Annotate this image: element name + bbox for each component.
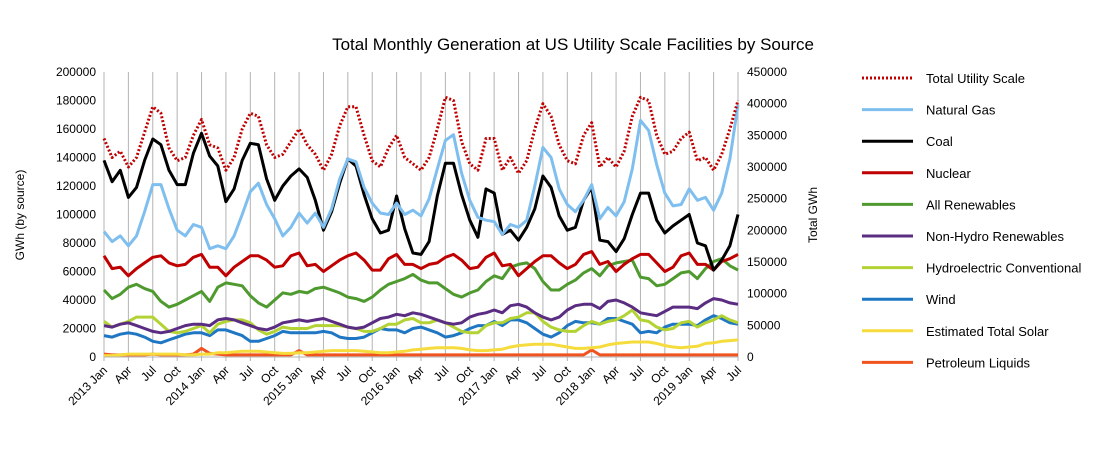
y-tick-label: 100000: [56, 208, 96, 222]
chart-title: Total Monthly Generation at US Utility S…: [332, 35, 814, 54]
y2-tick-label: 50000: [747, 318, 781, 332]
x-tick-label: Jul: [431, 363, 452, 384]
legend-label-estimated-total-solar: Estimated Total Solar: [926, 324, 1049, 339]
y2-tick-label: 400000: [747, 97, 787, 111]
legend: Total Utility Scale Natural Gas Coal Nuclea…: [862, 71, 1081, 370]
y2-tick-label: 200000: [747, 223, 787, 237]
y-tick-label: 80000: [63, 236, 97, 250]
y2-axis-label: Total GWh: [806, 187, 820, 243]
y2-tick-label: 150000: [747, 255, 787, 269]
y-tick-label: 20000: [63, 322, 97, 336]
x-tick-label: Apr: [599, 363, 622, 386]
x-tick-label: Jul: [528, 363, 549, 384]
y-axis-label: GWh (by source): [13, 170, 27, 261]
series-line-hydroelectric-conventional: [103, 308, 739, 336]
y2-tick-label: 100000: [747, 287, 787, 301]
x-tick-label: Apr: [111, 363, 134, 386]
y-tick-label: 120000: [56, 179, 96, 193]
x-tick-label: Jul: [138, 363, 159, 384]
x-tick-label: Apr: [209, 363, 232, 386]
legend-label-petroleum-liquids: Petroleum Liquids: [926, 355, 1031, 370]
series-line-total-utility-scale: [102, 95, 740, 175]
legend-label-coal: Coal: [926, 134, 953, 149]
y-tick-label: 200000: [56, 65, 96, 79]
y2-tick-label: 300000: [747, 160, 787, 174]
y-tick-label: 0: [89, 350, 96, 364]
x-tick-label: Jul: [626, 363, 647, 384]
series-line-nuclear: [102, 250, 739, 278]
x-tick-label: Jul: [723, 363, 744, 384]
y-tick-label: 160000: [56, 122, 96, 136]
x-tick-label: Apr: [502, 363, 525, 386]
legend-label-natural-gas: Natural Gas: [926, 103, 996, 118]
series-layer: [102, 95, 740, 358]
x-tick-label: Jul: [333, 363, 354, 384]
y-tick-label: 140000: [56, 151, 96, 165]
y2-tick-label: 0: [747, 350, 754, 364]
series-line-coal: [102, 131, 740, 272]
y-tick-label: 40000: [63, 293, 97, 307]
y-tick-label: 60000: [63, 265, 97, 279]
y2-tick-label: 350000: [747, 128, 787, 142]
legend-label-hydroelectric-conventional: Hydroelectric Conventional: [926, 261, 1081, 276]
y2-tick-label: 250000: [747, 192, 787, 206]
y-tick-label: 180000: [56, 94, 96, 108]
x-tick-label: Apr: [404, 363, 427, 386]
series-line-non-hydro-renewables: [103, 297, 739, 335]
series-line-natural-gas: [102, 104, 740, 251]
legend-label-all-renewables: All Renewables: [926, 197, 1016, 212]
x-tick-label: Apr: [306, 363, 329, 386]
y2-tick-label: 450000: [747, 65, 787, 79]
legend-label-non-hydro-renewables: Non-Hydro Renewables: [926, 229, 1065, 244]
series-line-estimated-total-solar: [104, 338, 739, 358]
legend-label-nuclear: Nuclear: [926, 166, 971, 181]
legend-label-wind: Wind: [926, 292, 956, 307]
x-tick-label: 2013 Jan: [65, 363, 110, 408]
series-line-wind: [103, 314, 739, 345]
legend-label-total-utility-scale: Total Utility Scale: [926, 71, 1025, 86]
x-tick-label: Apr: [697, 363, 720, 386]
x-tick-label: Jul: [236, 363, 257, 384]
